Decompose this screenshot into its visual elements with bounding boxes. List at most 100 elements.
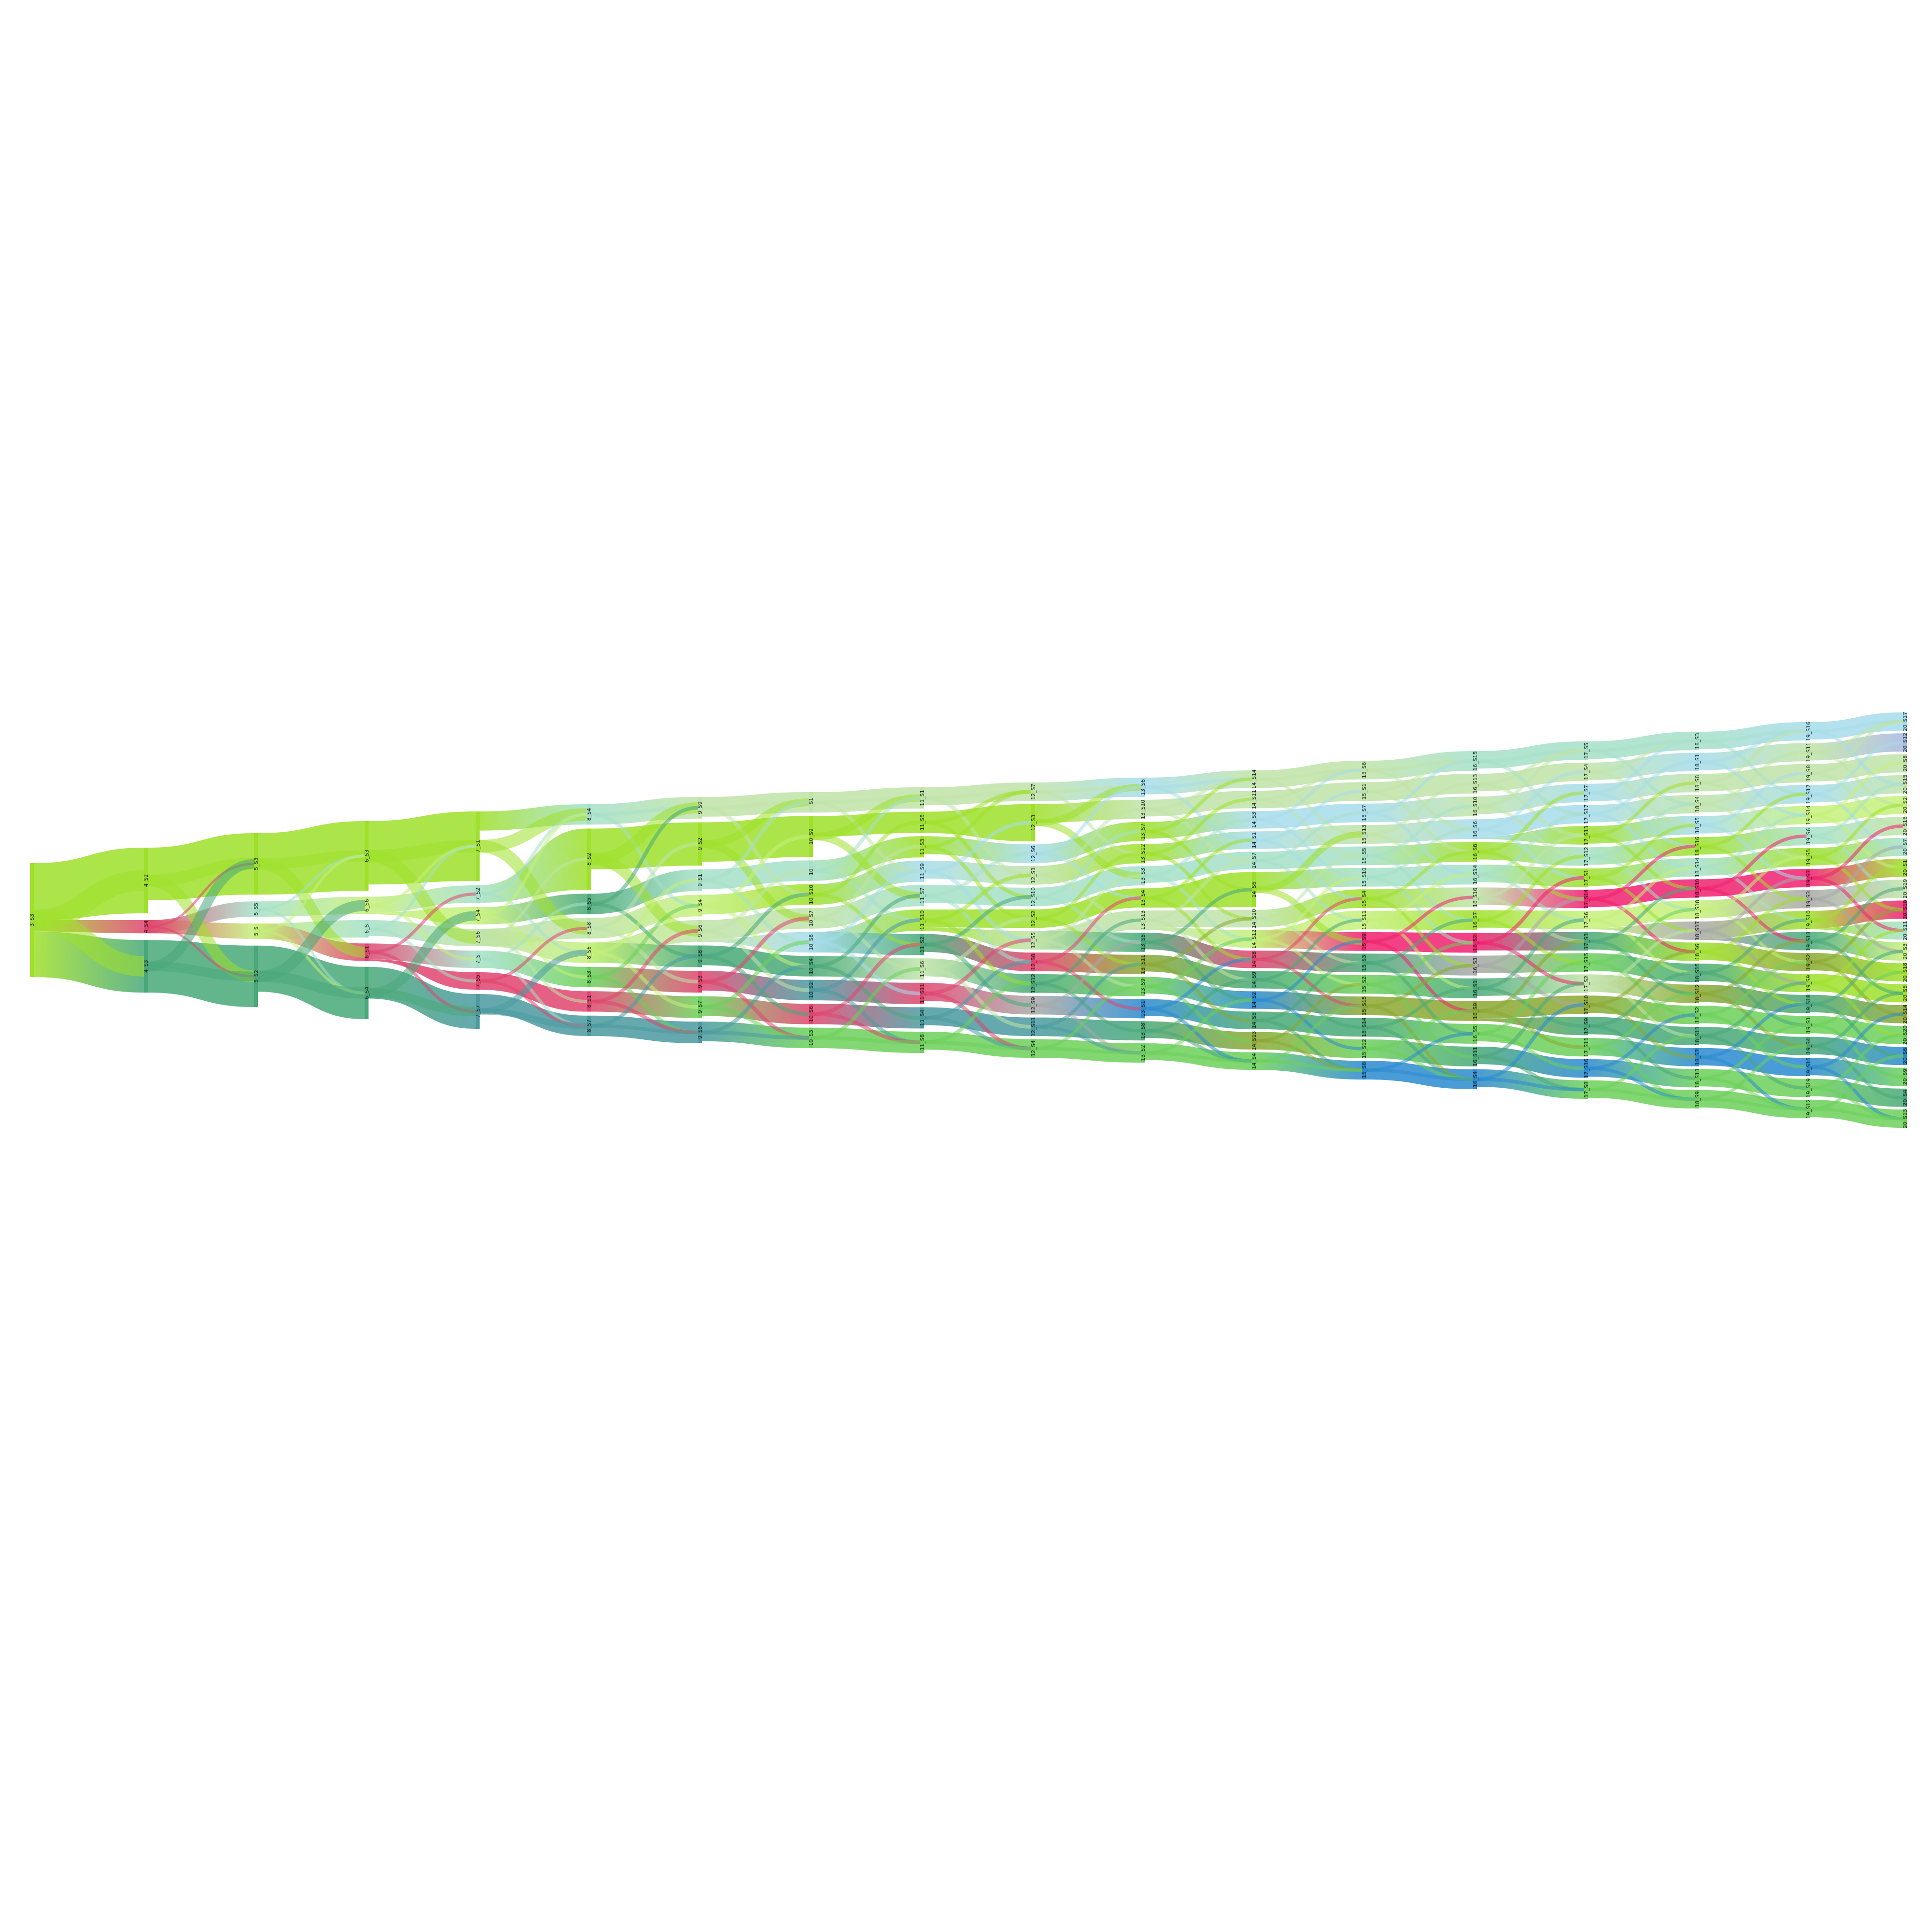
node-12-s12 [1031, 974, 1035, 993]
flow-link [1255, 937, 1363, 986]
flow-link [1810, 740, 1904, 796]
node-label: 10_S10 [808, 885, 814, 904]
node-10-s7 [809, 908, 813, 929]
flow-link [1477, 961, 1585, 1036]
node-11-s6 [920, 958, 924, 980]
flow-link [1588, 749, 1696, 806]
node-10- [809, 860, 813, 881]
node-11-s5 [920, 811, 924, 833]
node-label: 19_S8 [1805, 765, 1812, 781]
node-15-s2 [1362, 975, 1366, 994]
node-label: 10_ [808, 866, 814, 875]
flow-link [1699, 1023, 1807, 1080]
node-label: 20_S14 [1902, 1004, 1908, 1023]
flow-link [1255, 790, 1363, 842]
flow-link [1144, 978, 1252, 1033]
flow-link [1699, 802, 1807, 859]
node-11-s9 [920, 860, 924, 882]
flow-ribbon [1477, 1046, 1584, 1078]
node-label: 10_S4 [808, 958, 814, 974]
flow-link [812, 893, 921, 947]
node-label: 18_S3 [1694, 733, 1701, 749]
node-label: 19_S14 [1805, 806, 1812, 825]
node-label: 20_S13 [1902, 1109, 1908, 1128]
node-label: 15_S10 [1361, 867, 1367, 887]
node-15-s11 [1362, 910, 1366, 930]
node-label: 13_S11 [1140, 954, 1146, 974]
node-label: 20_S8 [1902, 755, 1908, 771]
flow-link [701, 1030, 810, 1040]
flow-link [1810, 918, 1904, 974]
node-10-s9 [809, 816, 813, 857]
node-label: 19_S17 [1805, 784, 1812, 804]
flow-link [1365, 1068, 1474, 1081]
flow-link [1477, 827, 1585, 880]
node-15-s3 [1362, 953, 1366, 973]
flow-link [1035, 940, 1141, 1007]
node-14-s10 [1252, 909, 1256, 928]
flow-link [1477, 876, 1585, 945]
flow-link [368, 850, 476, 944]
node-9-s5 [698, 1022, 702, 1043]
node-19-s17 [1806, 785, 1810, 804]
node-label: 14_S6 [1251, 881, 1257, 897]
flow-link [590, 904, 698, 979]
node-label: 7_S1 [475, 840, 481, 852]
flow-link [923, 869, 1032, 942]
flow-link [1810, 1054, 1904, 1111]
node-label: 20_S11 [1902, 921, 1908, 940]
node-8-s5 [587, 894, 591, 914]
flow-link [812, 820, 921, 896]
flow-link [1810, 1033, 1904, 1090]
flow-link [368, 911, 476, 998]
flow-link [701, 868, 810, 933]
node-label: 11_S5 [919, 814, 925, 830]
flow-link [1810, 1002, 1904, 1058]
flow-link [33, 909, 144, 977]
node-label: 13_S8 [1140, 1023, 1146, 1038]
node-label: 20_S15 [1902, 774, 1908, 794]
flow-link [1699, 751, 1807, 806]
node-label: 13_S5 [1140, 934, 1146, 950]
node-20-s5 [1903, 984, 1907, 1003]
node-label: 17_S13 [1583, 825, 1590, 845]
node-20-s1 [1903, 858, 1907, 877]
node-label: 16_S11 [1472, 1047, 1478, 1066]
flows-layer [33, 712, 1904, 1128]
node-label: 16_S9 [1472, 1003, 1478, 1019]
flow-link [590, 1024, 698, 1035]
node-9-s6 [698, 920, 702, 942]
flow-link [257, 854, 365, 933]
flow-link [479, 812, 587, 918]
flow-link [1477, 964, 1585, 1007]
node-12-s5 [1031, 931, 1035, 950]
node-15-s4 [1362, 889, 1366, 908]
flow-link [1699, 939, 1807, 996]
node-label: 10_S7 [808, 910, 814, 926]
node-13-s7 [1141, 822, 1145, 841]
flow-link [923, 960, 1032, 1020]
flow-link [1588, 781, 1696, 838]
flow-link [923, 873, 1032, 922]
flow-link [1810, 824, 1904, 880]
node-label: 18_S8 [1694, 775, 1701, 791]
flow-link [1699, 897, 1807, 953]
flow-link [1365, 986, 1474, 1029]
node-label: 7_S [475, 954, 481, 964]
flow-link [1588, 1034, 1696, 1092]
node-13-s5 [1141, 932, 1145, 952]
flow-link [923, 845, 1032, 921]
node-label: 12_S7 [1030, 784, 1037, 800]
flow-link [1144, 957, 1252, 1010]
node-label: 19_S4 [1805, 1038, 1812, 1054]
node-14-s13 [1252, 1032, 1256, 1050]
node-18-s18 [1695, 900, 1699, 919]
node-13-s2 [1141, 1043, 1145, 1063]
node-18-s6 [1695, 942, 1699, 961]
node-18-s15 [1695, 964, 1699, 982]
node-label: 9_S9 [697, 801, 703, 814]
flow-link [812, 894, 921, 968]
flow-link [1365, 897, 1474, 967]
node-19-s4 [1806, 1037, 1810, 1055]
node-label: 18_S6 [1694, 944, 1701, 960]
